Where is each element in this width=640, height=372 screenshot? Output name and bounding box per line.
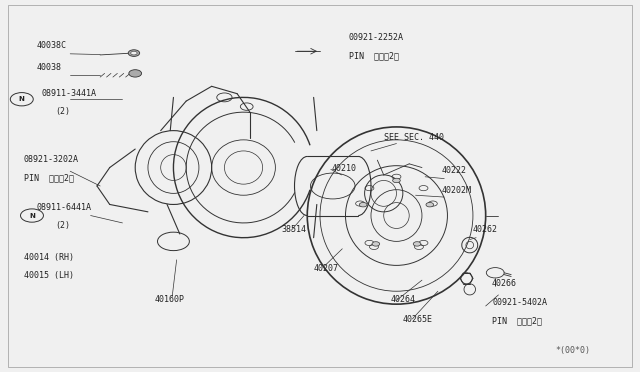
Text: 38514: 38514 — [282, 225, 307, 234]
Text: 40038C: 40038C — [36, 41, 67, 49]
Text: 40265E: 40265E — [403, 315, 433, 324]
Text: 08911-6441A: 08911-6441A — [36, 203, 92, 212]
Circle shape — [359, 202, 367, 207]
Circle shape — [393, 178, 400, 183]
Text: 40202M: 40202M — [441, 186, 471, 195]
Text: 00921-2252A: 00921-2252A — [349, 33, 404, 42]
Circle shape — [10, 93, 33, 106]
Text: (2): (2) — [56, 107, 70, 116]
Circle shape — [426, 202, 434, 207]
Text: 40266: 40266 — [492, 279, 517, 288]
Text: 00921-5402A: 00921-5402A — [492, 298, 547, 307]
Text: 40014 (RH): 40014 (RH) — [24, 253, 74, 262]
Text: N: N — [19, 96, 25, 102]
Text: 40207: 40207 — [314, 264, 339, 273]
Text: 40160P: 40160P — [154, 295, 184, 304]
Text: SEE SEC. 440: SEE SEC. 440 — [384, 133, 444, 142]
Text: 40038: 40038 — [36, 63, 61, 72]
Circle shape — [413, 242, 421, 246]
Text: (2): (2) — [56, 221, 70, 231]
Text: N: N — [29, 212, 35, 218]
Circle shape — [372, 242, 380, 246]
Circle shape — [131, 51, 137, 55]
Circle shape — [128, 50, 140, 57]
Text: PIN  ピン（2）: PIN ピン（2） — [349, 52, 399, 61]
Text: PIN  ピン（2）: PIN ピン（2） — [24, 173, 74, 182]
Circle shape — [129, 70, 141, 77]
Text: *(00*0): *(00*0) — [556, 346, 591, 355]
Text: PIN  ピン（2）: PIN ピン（2） — [492, 316, 542, 326]
Text: 40262: 40262 — [473, 225, 498, 234]
Text: 40210: 40210 — [332, 164, 356, 173]
Text: 40222: 40222 — [441, 166, 466, 175]
Circle shape — [20, 209, 44, 222]
Text: 40015 (LH): 40015 (LH) — [24, 271, 74, 280]
Text: 40264: 40264 — [390, 295, 415, 304]
Text: 08921-3202A: 08921-3202A — [24, 155, 79, 164]
Text: 08911-3441A: 08911-3441A — [42, 89, 97, 97]
